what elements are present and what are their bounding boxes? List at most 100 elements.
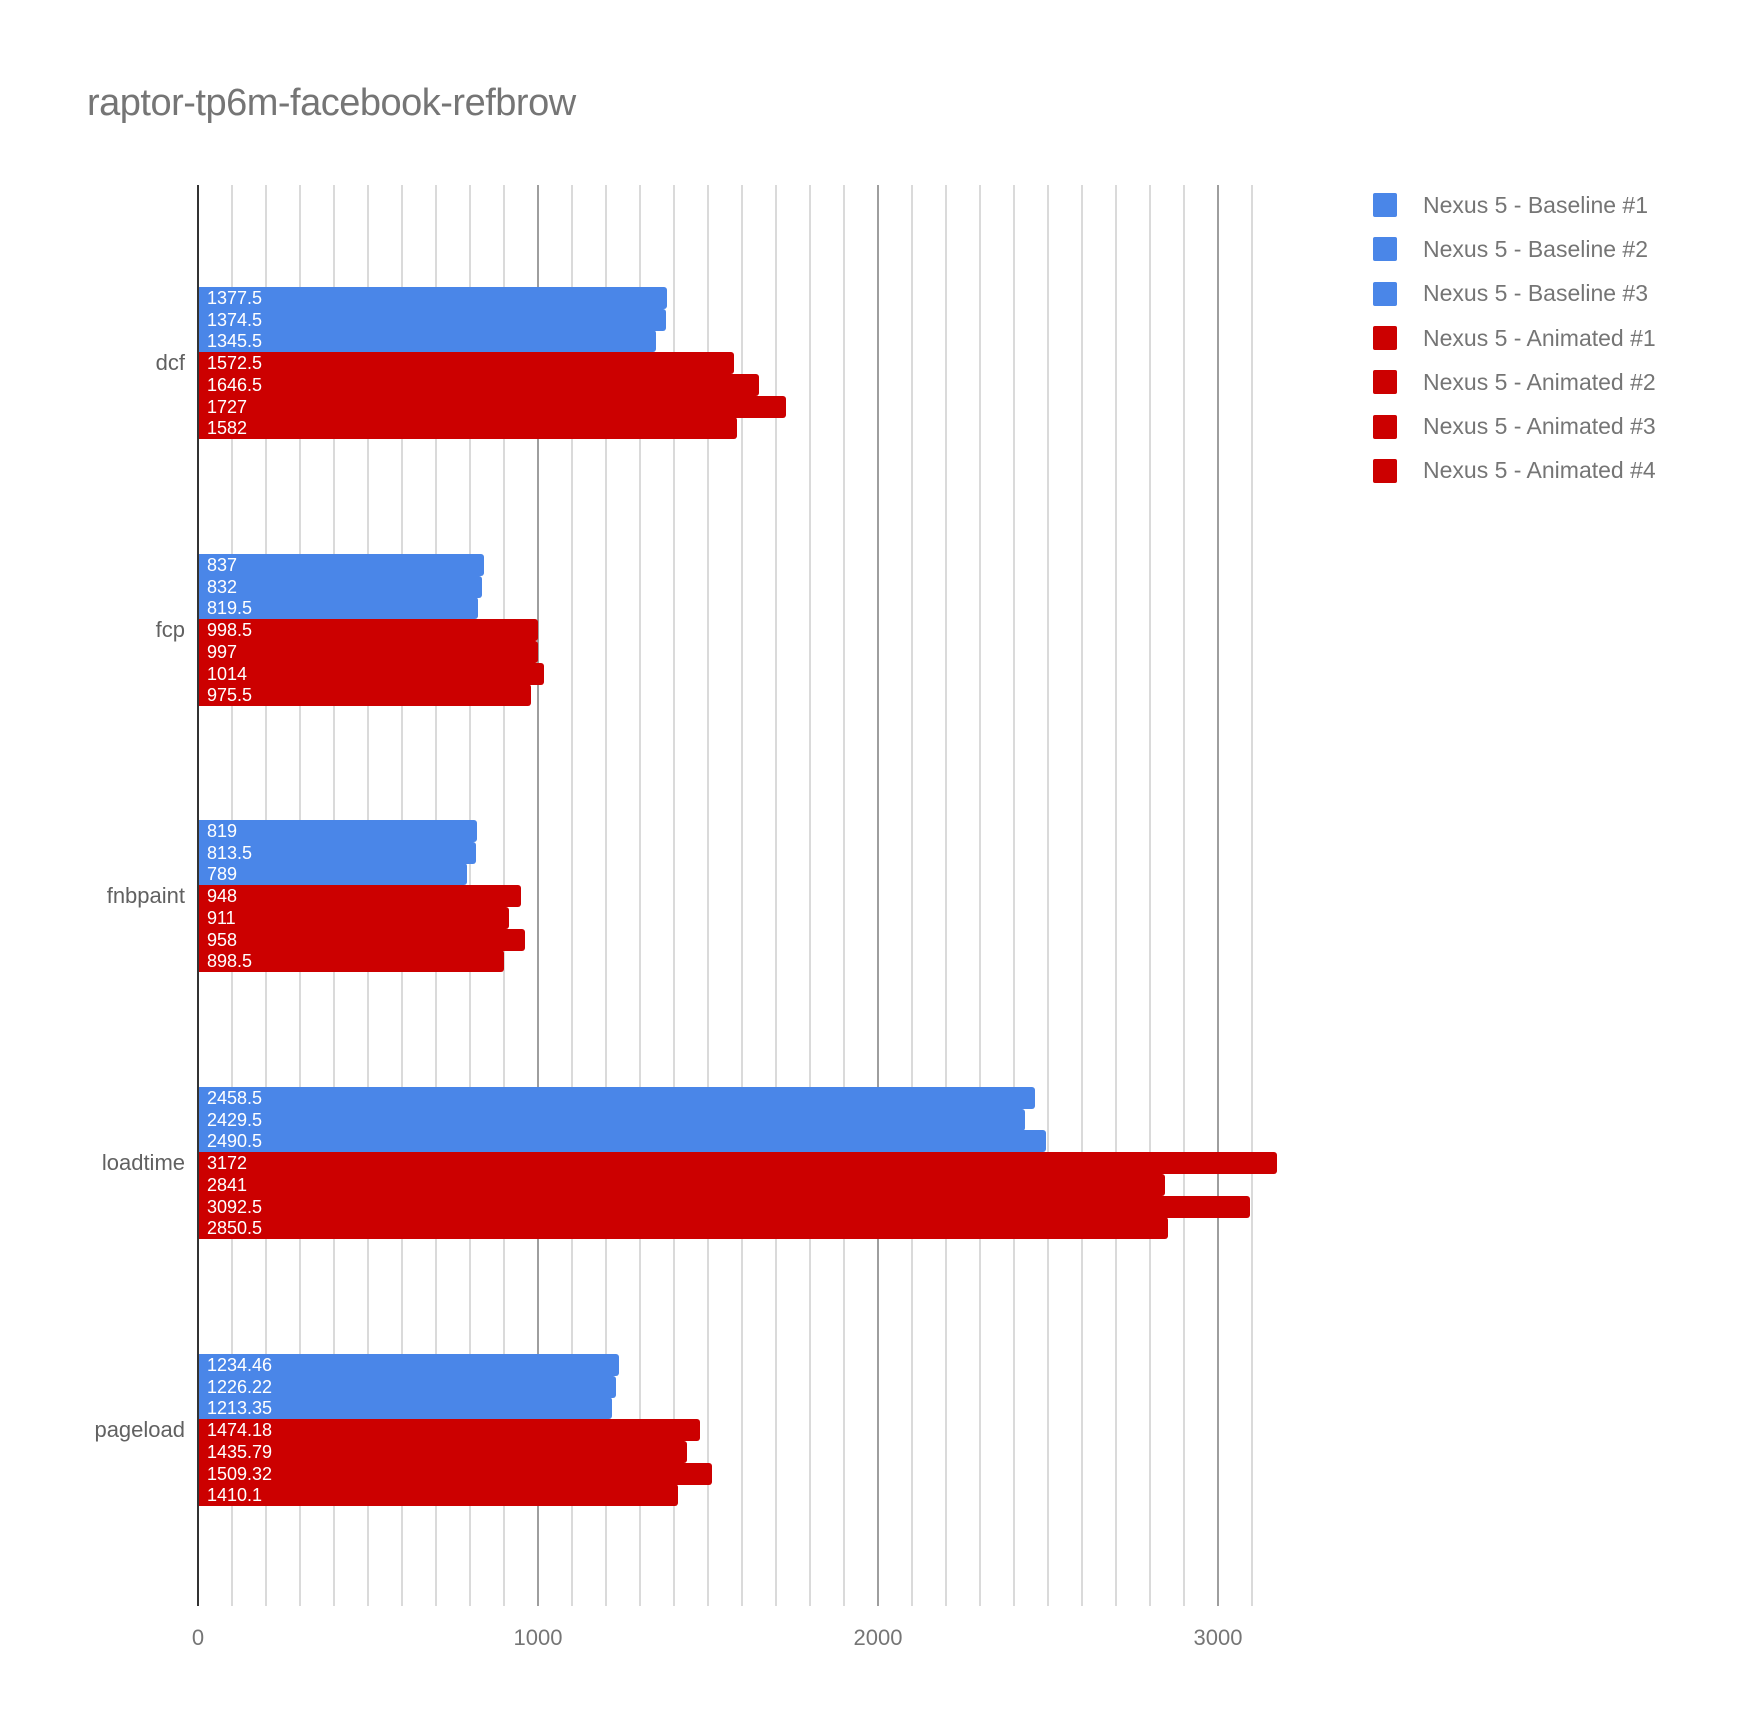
y-axis-line — [197, 185, 199, 1606]
bar-fcp-series-2[interactable]: 832 — [199, 575, 482, 598]
bar-value-label: 1582 — [207, 418, 248, 439]
legend-label: Nexus 5 - Animated #1 — [1423, 324, 1656, 351]
minor-gridline — [1115, 185, 1117, 1606]
bar-pageload-series-7[interactable]: 1410.1 — [199, 1484, 679, 1507]
bar-value-label: 2841 — [207, 1174, 248, 1195]
bar-dcf-series-6[interactable]: 1727 — [199, 395, 787, 418]
bar-loadtime-series-7[interactable]: 2850.5 — [199, 1217, 1169, 1240]
bar-pageload-series-6[interactable]: 1509.32 — [199, 1462, 713, 1485]
bar-pageload-series-5[interactable]: 1435.79 — [199, 1440, 688, 1463]
minor-gridline — [707, 185, 709, 1606]
bar-fnbpaint-series-5[interactable]: 911 — [199, 906, 509, 929]
legend-item-4[interactable]: Nexus 5 - Animated #1 — [1373, 316, 1656, 360]
legend-item-2[interactable]: Nexus 5 - Baseline #2 — [1373, 227, 1656, 271]
bar-fcp-series-4[interactable]: 998.5 — [199, 619, 539, 642]
bar-value-label: 1377.5 — [207, 288, 263, 309]
minor-gridline — [843, 185, 845, 1606]
bar-loadtime-series-3[interactable]: 2490.5 — [199, 1130, 1046, 1153]
bar-value-label: 1213.35 — [207, 1398, 273, 1419]
bar-value-label: 998.5 — [207, 620, 253, 641]
bar-value-label: 1572.5 — [207, 353, 263, 374]
minor-gridline — [1183, 185, 1185, 1606]
legend-label: Nexus 5 - Baseline #2 — [1423, 235, 1649, 262]
chart-title: raptor-tp6m-facebook-refbrow — [87, 82, 576, 124]
legend-swatch-icon — [1373, 237, 1397, 262]
category-label-fnbpaint: fnbpaint — [106, 883, 185, 908]
bar-value-label: 832 — [207, 576, 238, 597]
bar-value-label: 975.5 — [207, 685, 253, 706]
minor-gridline — [1047, 185, 1049, 1606]
category-label-fcp: fcp — [155, 617, 185, 642]
minor-gridline — [1081, 185, 1083, 1606]
legend-swatch-icon — [1373, 193, 1397, 218]
bar-dcf-series-4[interactable]: 1572.5 — [199, 352, 734, 375]
bar-dcf-series-3[interactable]: 1345.5 — [199, 330, 657, 353]
bar-value-label: 2429.5 — [207, 1109, 263, 1130]
bar-dcf-series-7[interactable]: 1582 — [199, 417, 737, 440]
legend-swatch-icon — [1373, 370, 1397, 395]
category-label-loadtime: loadtime — [101, 1150, 185, 1175]
bar-dcf-series-2[interactable]: 1374.5 — [199, 308, 667, 331]
minor-gridline — [945, 185, 947, 1606]
legend-item-5[interactable]: Nexus 5 - Animated #2 — [1373, 360, 1656, 404]
bar-pageload-series-1[interactable]: 1234.46 — [199, 1354, 619, 1377]
bar-loadtime-series-5[interactable]: 2841 — [199, 1173, 1165, 1196]
bar-value-label: 2490.5 — [207, 1131, 263, 1152]
legend-label: Nexus 5 - Baseline #3 — [1423, 280, 1649, 307]
minor-gridline — [571, 185, 573, 1606]
minor-gridline — [979, 185, 981, 1606]
bar-dcf-series-5[interactable]: 1646.5 — [199, 373, 759, 396]
bar-pageload-series-3[interactable]: 1213.35 — [199, 1397, 612, 1420]
plot-area: 1377.5 1374.5 1345.5 1572.5 1646.5 1727 1582 83… — [197, 185, 1297, 1606]
bar-fnbpaint-series-7[interactable]: 898.5 — [199, 950, 505, 973]
bar-loadtime-series-4[interactable]: 3172 — [199, 1152, 1278, 1175]
minor-gridline — [809, 185, 811, 1606]
bar-loadtime-series-1[interactable]: 2458.5 — [199, 1087, 1035, 1110]
bar-fnbpaint-series-4[interactable]: 948 — [199, 885, 522, 908]
x-tick-label: 0 — [191, 1625, 205, 1650]
minor-gridline — [673, 185, 675, 1606]
legend-item-1[interactable]: Nexus 5 - Baseline #1 — [1373, 183, 1656, 227]
bar-loadtime-series-2[interactable]: 2429.5 — [199, 1108, 1026, 1131]
x-tick-label: 2000 — [853, 1625, 903, 1650]
bar-value-label: 3092.5 — [207, 1196, 263, 1217]
bar-value-label: 2458.5 — [207, 1088, 263, 1109]
bar-pageload-series-2[interactable]: 1226.22 — [199, 1375, 616, 1398]
bar-loadtime-series-6[interactable]: 3092.5 — [199, 1195, 1251, 1218]
bar-value-label: 1226.22 — [207, 1376, 273, 1397]
bar-pageload-series-4[interactable]: 1474.18 — [199, 1419, 701, 1442]
bar-fcp-series-1[interactable]: 837 — [199, 554, 484, 577]
minor-gridline — [639, 185, 641, 1606]
legend-swatch-icon — [1373, 458, 1397, 483]
x-tick-label: 3000 — [1193, 1625, 1243, 1650]
bar-value-label: 1410.1 — [207, 1485, 263, 1506]
legend-swatch-icon — [1373, 414, 1397, 439]
bar-value-label: 819 — [207, 821, 238, 842]
legend-label: Nexus 5 - Animated #4 — [1423, 457, 1656, 484]
bar-fnbpaint-series-6[interactable]: 958 — [199, 928, 525, 951]
bar-fcp-series-6[interactable]: 1014 — [199, 662, 544, 685]
bar-dcf-series-1[interactable]: 1377.5 — [199, 287, 668, 310]
legend: Nexus 5 - Baseline #1 Nexus 5 - Baseline … — [1373, 183, 1656, 493]
bar-value-label: 997 — [207, 641, 238, 662]
legend-label: Nexus 5 - Baseline #1 — [1423, 191, 1649, 218]
bar-value-label: 1234.46 — [207, 1355, 273, 1376]
bar-value-label: 789 — [207, 864, 238, 885]
bar-fnbpaint-series-1[interactable]: 819 — [199, 820, 478, 843]
minor-gridline — [605, 185, 607, 1606]
legend-item-3[interactable]: Nexus 5 - Baseline #3 — [1373, 272, 1656, 316]
legend-item-7[interactable]: Nexus 5 - Animated #4 — [1373, 449, 1656, 493]
bar-value-label: 898.5 — [207, 951, 253, 972]
bar-fnbpaint-series-3[interactable]: 789 — [199, 863, 468, 886]
bar-fcp-series-5[interactable]: 997 — [199, 640, 538, 663]
legend-item-6[interactable]: Nexus 5 - Animated #3 — [1373, 404, 1656, 448]
bar-value-label: 1474.18 — [207, 1420, 273, 1441]
bar-value-label: 819.5 — [207, 598, 253, 619]
bar-value-label: 1014 — [207, 663, 248, 684]
bar-fnbpaint-series-2[interactable]: 813.5 — [199, 841, 476, 864]
major-gridline — [537, 185, 539, 1606]
bar-fcp-series-3[interactable]: 819.5 — [199, 597, 478, 620]
minor-gridline — [741, 185, 743, 1606]
bar-value-label: 948 — [207, 886, 238, 907]
bar-fcp-series-7[interactable]: 975.5 — [199, 684, 531, 707]
